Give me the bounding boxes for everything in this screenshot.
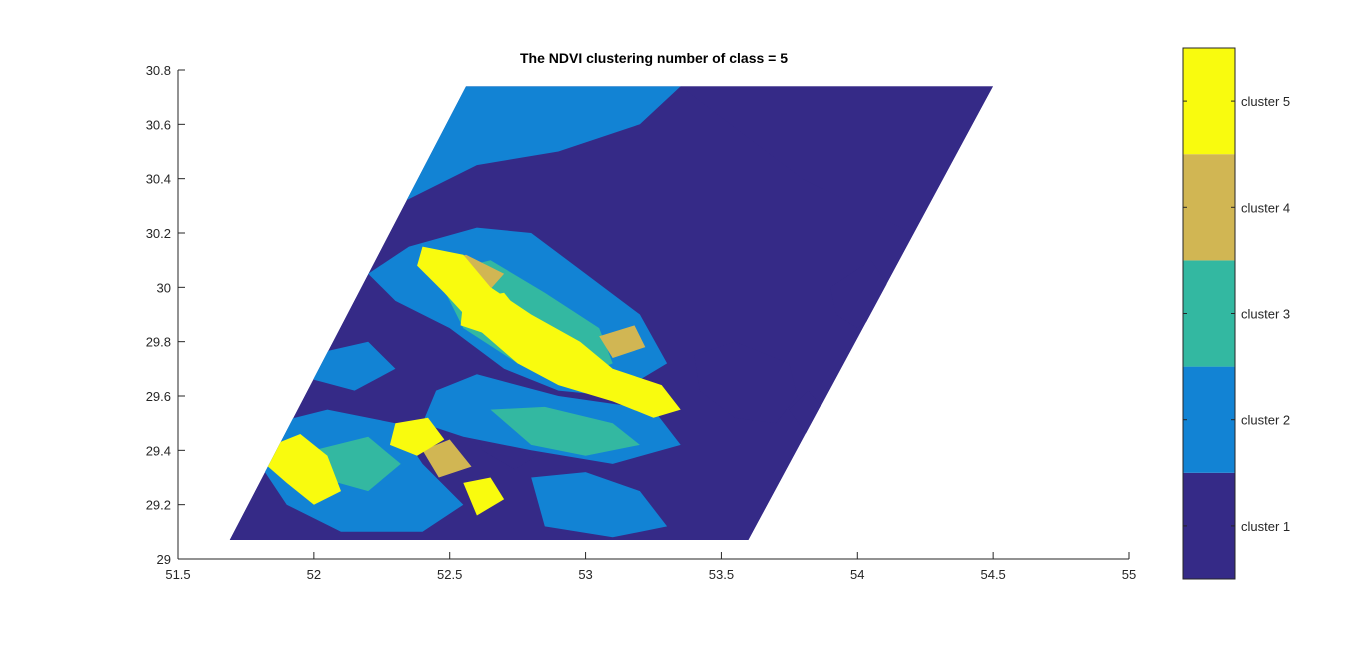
- y-tick-label: 29: [157, 552, 171, 567]
- colorbar-swatch-5: [1183, 48, 1235, 155]
- cluster-region-5: [463, 477, 505, 516]
- cluster-region-3: [490, 406, 640, 456]
- x-tick-label: 52.5: [437, 567, 462, 582]
- y-tick-label: 30: [157, 280, 171, 295]
- cluster-region-2: [381, 86, 681, 233]
- colorbar-label-3: cluster 3: [1241, 307, 1290, 322]
- y-tick-label: 30.6: [146, 117, 171, 132]
- y-tick-label: 29.4: [146, 443, 171, 458]
- cluster-region-5: [389, 417, 445, 456]
- cluster-region-5: [460, 292, 526, 337]
- x-tick-label: 54.5: [980, 567, 1005, 582]
- y-tick-label: 30.4: [146, 172, 171, 187]
- colorbar-label-1: cluster 1: [1241, 519, 1290, 534]
- colorbar-swatch-4: [1183, 154, 1235, 261]
- x-tick-label: 53: [578, 567, 592, 582]
- cluster-region-4: [422, 439, 472, 478]
- colorbar-label-4: cluster 4: [1241, 200, 1290, 215]
- cluster-region-1: [694, 341, 798, 424]
- y-tick-label: 29.6: [146, 389, 171, 404]
- cluster-region-5: [417, 246, 681, 418]
- x-tick-label: 53.5: [709, 567, 734, 582]
- y-tick-label: 29.8: [146, 335, 171, 350]
- colorbar-frame: [1182, 47, 1236, 580]
- colorbar-swatch-2: [1183, 366, 1235, 473]
- cluster-region-5: [264, 434, 341, 505]
- cluster-region-4: [599, 325, 646, 358]
- x-tick-label: 55: [1122, 567, 1136, 582]
- cluster-region-1: [341, 222, 382, 255]
- y-tick-label: 30.8: [146, 63, 171, 78]
- colorbar-label-2: cluster 2: [1241, 413, 1290, 428]
- colorbar-swatch-1: [1183, 472, 1235, 579]
- y-tick-label: 29.2: [146, 498, 171, 513]
- colorbar-label-5: cluster 5: [1241, 94, 1290, 109]
- cluster-region-2: [531, 472, 668, 538]
- colorbar-swatch-3: [1183, 260, 1235, 367]
- cluster-region-1: [789, 390, 825, 437]
- cluster-map: [229, 86, 994, 541]
- colorbar: cluster 1 cluster 2 cluster 3 cluster 4 clus…: [1182, 47, 1290, 580]
- cluster-region-2: [308, 341, 396, 391]
- x-tick-label: 51.5: [165, 567, 190, 582]
- chart-title: The NDVI clustering number of class = 5: [520, 50, 788, 66]
- x-tick-label: 52: [307, 567, 321, 582]
- x-tick-label: 54: [850, 567, 864, 582]
- y-tick-label: 30.2: [146, 226, 171, 241]
- axes: 51.5 52 52.5 53 53.5 54 54.5 55 29 29.2 29.4 29.6 29…: [146, 63, 1137, 582]
- cluster-region-1: [680, 86, 994, 233]
